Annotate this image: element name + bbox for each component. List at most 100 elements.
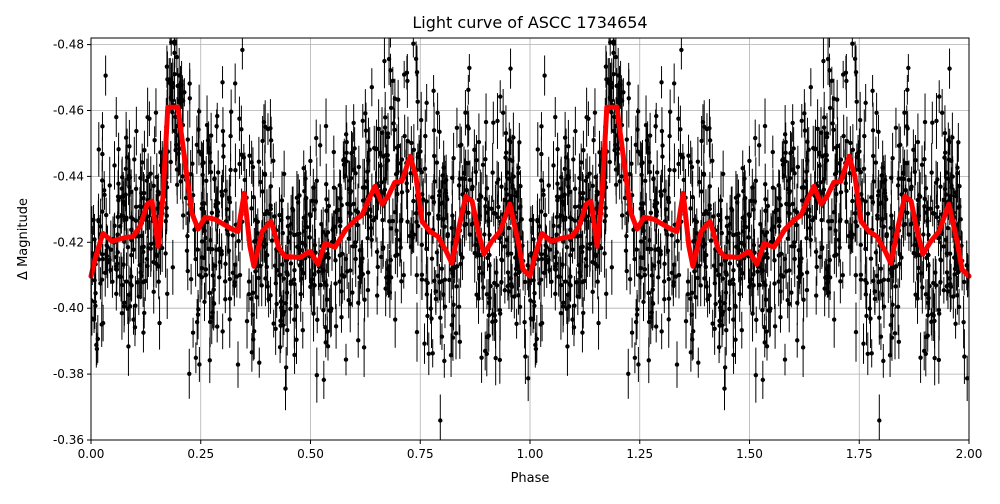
data-point xyxy=(786,210,791,215)
data-point xyxy=(761,255,767,260)
data-point xyxy=(817,254,823,260)
data-point xyxy=(952,272,957,277)
data-point xyxy=(764,344,770,349)
data-point xyxy=(868,256,874,261)
data-point xyxy=(516,293,521,298)
data-point xyxy=(480,271,485,276)
data-point xyxy=(733,232,739,237)
data-point xyxy=(575,234,580,239)
data-point xyxy=(546,257,551,263)
data-point xyxy=(801,297,806,302)
data-point xyxy=(165,291,170,296)
data-point xyxy=(474,157,479,163)
data-point xyxy=(577,175,582,181)
data-point xyxy=(201,201,206,206)
data-point xyxy=(374,146,379,152)
y-tick-label: -0.38 xyxy=(53,367,84,381)
data-point xyxy=(440,173,445,178)
data-point xyxy=(539,209,544,214)
data-point xyxy=(153,110,159,115)
data-point xyxy=(766,308,771,313)
data-point xyxy=(864,280,869,286)
data-point xyxy=(185,268,190,274)
data-point xyxy=(323,123,329,129)
data-point xyxy=(733,337,738,342)
data-point xyxy=(207,358,212,363)
data-point xyxy=(383,115,388,120)
data-point xyxy=(322,255,328,260)
data-point xyxy=(246,279,252,284)
data-point xyxy=(955,293,960,298)
data-point xyxy=(787,175,793,181)
data-point xyxy=(302,188,307,194)
data-point xyxy=(331,185,337,190)
data-point xyxy=(408,244,414,249)
data-point xyxy=(405,219,410,224)
data-point xyxy=(571,157,576,162)
data-point xyxy=(541,192,546,198)
data-point xyxy=(829,218,835,224)
data-point xyxy=(568,253,573,258)
data-point xyxy=(782,256,788,262)
data-point xyxy=(705,296,710,302)
data-point xyxy=(314,178,320,184)
data-point xyxy=(921,232,926,237)
data-point xyxy=(493,355,498,361)
data-point xyxy=(879,173,884,178)
data-point xyxy=(380,217,385,223)
data-point xyxy=(141,330,146,335)
data-point xyxy=(141,190,147,196)
data-point xyxy=(650,301,656,306)
data-point xyxy=(707,138,713,143)
data-point xyxy=(863,100,868,106)
data-point xyxy=(308,158,313,164)
data-point xyxy=(285,328,290,333)
data-point xyxy=(441,165,446,170)
data-point xyxy=(547,267,552,273)
data-point xyxy=(611,128,617,134)
data-point xyxy=(430,195,435,200)
data-point xyxy=(506,289,512,294)
data-point xyxy=(858,242,864,248)
data-point xyxy=(195,247,200,252)
data-point xyxy=(214,124,219,129)
data-point xyxy=(627,171,632,177)
data-point xyxy=(170,80,176,86)
data-point xyxy=(467,65,472,71)
data-point xyxy=(918,355,923,360)
data-point xyxy=(93,290,98,296)
data-point xyxy=(376,126,381,132)
data-point xyxy=(457,143,463,148)
data-point xyxy=(323,325,328,330)
data-point xyxy=(156,264,161,269)
data-point xyxy=(378,254,384,260)
data-point xyxy=(92,278,97,283)
data-point xyxy=(646,358,651,363)
data-point xyxy=(750,185,755,190)
data-point xyxy=(739,328,744,333)
data-point xyxy=(450,335,456,340)
data-point xyxy=(443,190,449,196)
data-point xyxy=(496,177,501,182)
data-point xyxy=(217,275,222,280)
data-point xyxy=(492,280,497,286)
data-point xyxy=(893,125,899,131)
data-point xyxy=(698,283,703,288)
data-point xyxy=(873,250,879,255)
x-tick-label: 0.75 xyxy=(407,447,434,461)
data-point xyxy=(679,47,684,53)
data-point xyxy=(553,114,558,120)
data-point xyxy=(938,279,943,285)
data-point xyxy=(333,258,338,263)
data-point xyxy=(853,272,859,278)
data-point xyxy=(943,150,948,155)
data-point xyxy=(652,204,657,209)
data-point xyxy=(799,256,804,261)
data-point xyxy=(791,146,796,151)
data-point xyxy=(126,176,131,181)
data-point xyxy=(516,165,521,170)
data-point xyxy=(139,245,145,250)
data-point xyxy=(236,238,241,244)
data-point xyxy=(890,302,895,307)
data-point xyxy=(285,215,291,220)
